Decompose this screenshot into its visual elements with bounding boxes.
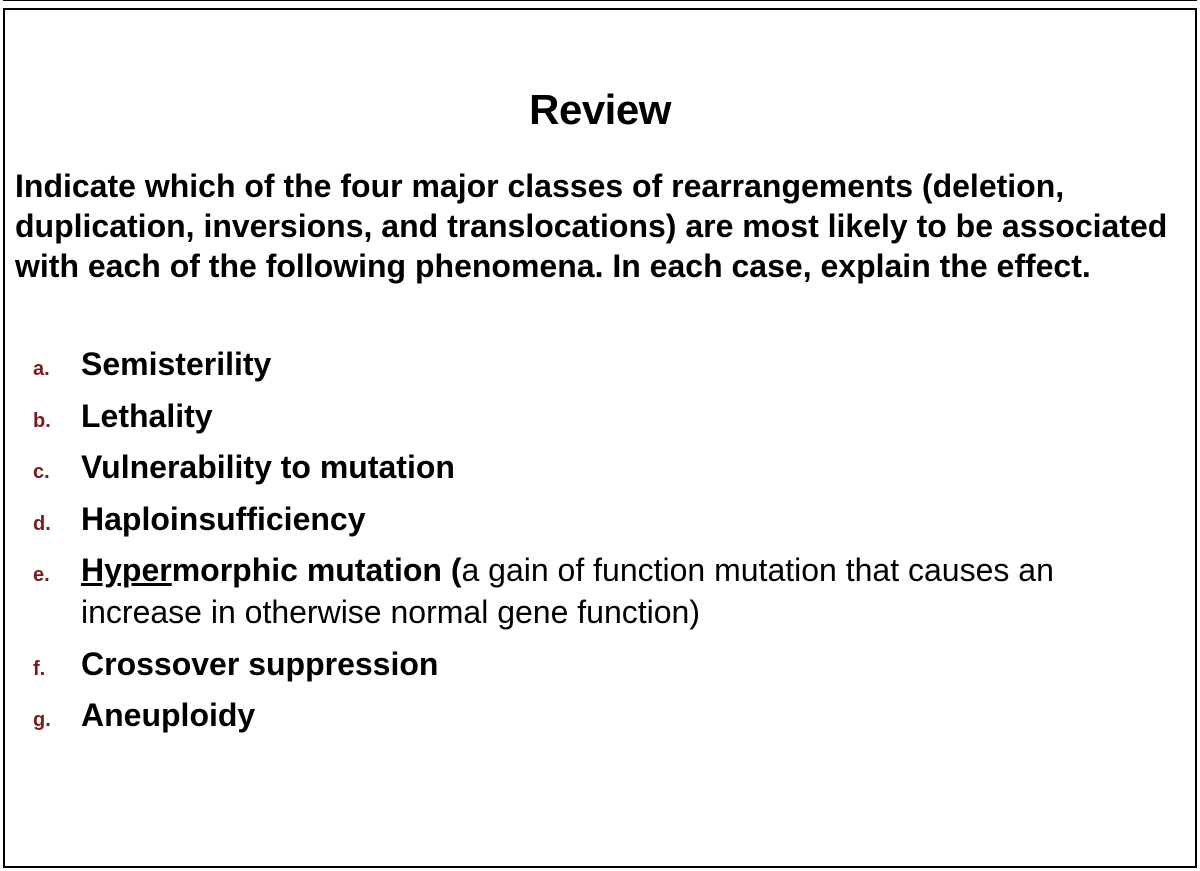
bullet-a: a. xyxy=(33,352,81,381)
top-rule xyxy=(3,0,1197,1)
list-item: e. Hypermorphic mutation (a gain of func… xyxy=(33,550,1177,633)
list-item: f. Crossover suppression xyxy=(33,644,1177,686)
item-text-f: Crossover suppression xyxy=(81,644,438,686)
list-item: d. Haploinsufficiency xyxy=(33,499,1177,541)
item-text-b: Lethality xyxy=(81,396,213,438)
bullet-b: b. xyxy=(33,404,81,433)
bullet-g: g. xyxy=(33,703,81,732)
bullet-c: c. xyxy=(33,455,81,484)
slide-title: Review xyxy=(3,86,1197,134)
item-text-d: Haploinsufficiency xyxy=(81,499,366,541)
question-prompt: Indicate which of the four major classes… xyxy=(3,166,1197,286)
phenomena-list: a. Semisterility b. Lethality c. Vulnera… xyxy=(3,344,1197,737)
item-text-a: Semisterility xyxy=(81,344,271,386)
item-text-c: Vulnerability to mutation xyxy=(81,447,455,489)
list-item: a. Semisterility xyxy=(33,344,1177,386)
bullet-e: e. xyxy=(33,558,81,587)
list-item: c. Vulnerability to mutation xyxy=(33,447,1177,489)
bullet-d: d. xyxy=(33,507,81,536)
list-item: b. Lethality xyxy=(33,396,1177,438)
item-text-g: Aneuploidy xyxy=(81,695,255,737)
slide-content: Review Indicate which of the four major … xyxy=(3,8,1197,868)
list-item: g. Aneuploidy xyxy=(33,695,1177,737)
bullet-f: f. xyxy=(33,652,81,681)
item-text-e: Hypermorphic mutation (a gain of functio… xyxy=(81,550,1177,633)
